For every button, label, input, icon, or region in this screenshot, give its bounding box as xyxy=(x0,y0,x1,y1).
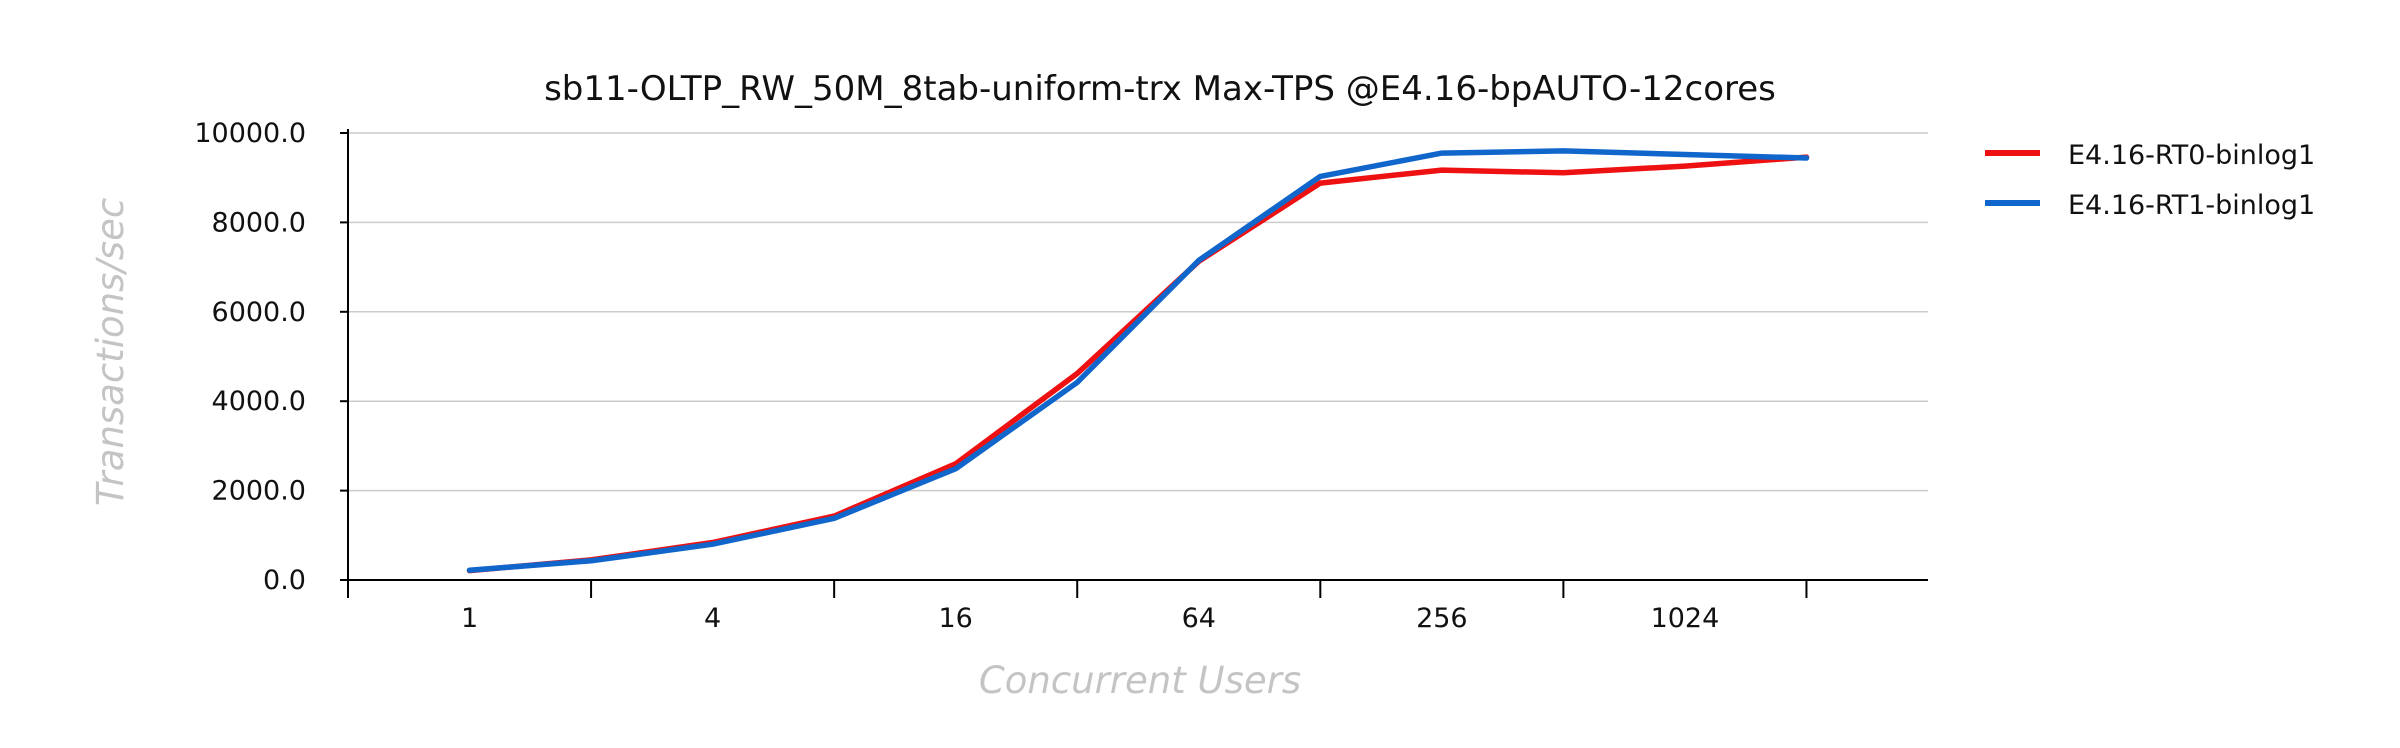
x-tick-label: 64 xyxy=(1182,603,1216,634)
y-axis-title: Transactions/sec xyxy=(89,198,132,506)
series-line-1 xyxy=(466,154,1810,574)
x-axis-title: Concurrent Users xyxy=(979,659,1301,702)
y-tick-label: 0.0 xyxy=(263,565,306,596)
axes xyxy=(340,129,1928,598)
x-tick-label: 16 xyxy=(939,603,973,634)
x-tick-label: 4 xyxy=(704,603,721,634)
y-tick-label: 2000.0 xyxy=(212,476,306,507)
y-tick-labels: 0.0 2000.0 4000.0 6000.0 8000.0 10000.0 xyxy=(194,118,306,596)
x-tick-label: 1024 xyxy=(1651,603,1720,634)
y-tick-label: 8000.0 xyxy=(212,207,306,238)
chart-title: sb11-OLTP_RW_50M_8tab-uniform-trx Max-TP… xyxy=(544,69,1776,109)
legend-label: E4.16-RT0-binlog1 xyxy=(2068,140,2315,171)
y-tick-label: 6000.0 xyxy=(212,297,306,328)
series-line-2 xyxy=(466,148,1810,573)
y-tick-label: 10000.0 xyxy=(194,118,306,149)
gridlines xyxy=(348,132,1928,492)
x-tick-label: 1 xyxy=(461,603,478,634)
legend: E4.16-RT0-binlog1 E4.16-RT1-binlog1 xyxy=(1985,140,2315,221)
x-tick-label: 256 xyxy=(1416,603,1468,634)
y-tick-label: 4000.0 xyxy=(212,386,306,417)
legend-label: E4.16-RT1-binlog1 xyxy=(2068,190,2315,221)
x-tick-labels: 1 4 16 64 256 1024 xyxy=(461,603,1719,634)
series-lines xyxy=(466,148,1810,574)
